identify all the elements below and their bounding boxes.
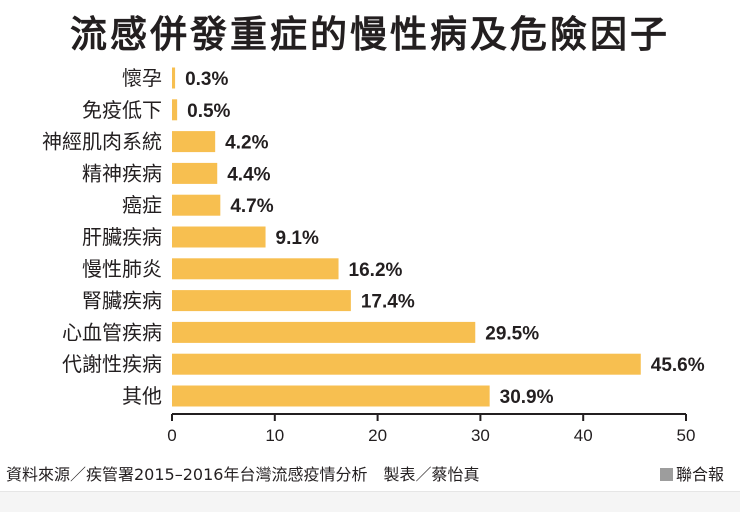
category-label: 心血管疾病 (62, 320, 162, 344)
footer: 資料來源／疾管署2015–2016年台灣流感疫情分析 製表／蔡怡真 聯合報 (0, 461, 740, 485)
category-label: 其他 (122, 384, 162, 408)
x-tick-label: 50 (677, 426, 696, 445)
bottom-strip (0, 491, 740, 512)
value-label: 17.4% (361, 292, 415, 313)
brand-label: 聯合報 (675, 465, 724, 484)
bar (172, 194, 221, 216)
bar (172, 321, 476, 343)
category-label: 癌症 (122, 193, 162, 217)
value-label: 45.6% (651, 355, 705, 376)
bar (172, 99, 178, 121)
x-tick-label: 20 (368, 426, 387, 445)
category-label: 肝臟疾病 (82, 225, 162, 249)
bar (172, 226, 266, 248)
bar-chart: 懷孕 0.3% 免疫低下 0.5% 神經肌肉系統 4.2% 精神疾病 4.4% 癌症 4.7% 肝臟… (42, 66, 705, 445)
value-label: 4.7% (230, 196, 273, 217)
brand-square-icon (659, 468, 673, 481)
value-label: 0.3% (185, 69, 228, 90)
bar (172, 258, 339, 280)
value-label: 30.9% (500, 387, 554, 408)
category-label: 代謝性疾病 (62, 352, 162, 376)
category-label: 懷孕 (122, 66, 162, 90)
chart-title: 流感併發重症的慢性病及危險因子 (70, 13, 670, 56)
brand: 聯合報 (659, 461, 724, 485)
category-label: 腎臟疾病 (82, 289, 162, 313)
category-label: 慢性肺炎 (82, 257, 162, 281)
bar (172, 385, 490, 407)
bar (172, 162, 218, 184)
x-tick-label: 30 (471, 426, 490, 445)
bar (172, 131, 216, 153)
value-label: 29.5% (485, 323, 539, 344)
x-tick-label: 40 (574, 426, 593, 445)
bar (172, 67, 176, 89)
x-tick-label: 0 (167, 426, 176, 445)
category-label: 免疫低下 (82, 98, 162, 122)
x-tick-label: 10 (265, 426, 284, 445)
source-note: 資料來源／疾管署2015–2016年台灣流感疫情分析 製表／蔡怡真 (6, 465, 480, 484)
category-label: 神經肌肉系統 (42, 130, 162, 154)
bar (172, 353, 641, 375)
value-label: 16.2% (349, 260, 403, 281)
value-label: 9.1% (276, 228, 319, 249)
bar (172, 290, 351, 312)
value-label: 0.5% (187, 101, 230, 122)
value-label: 4.4% (227, 164, 270, 185)
value-label: 4.2% (225, 133, 268, 154)
category-label: 精神疾病 (82, 161, 162, 185)
